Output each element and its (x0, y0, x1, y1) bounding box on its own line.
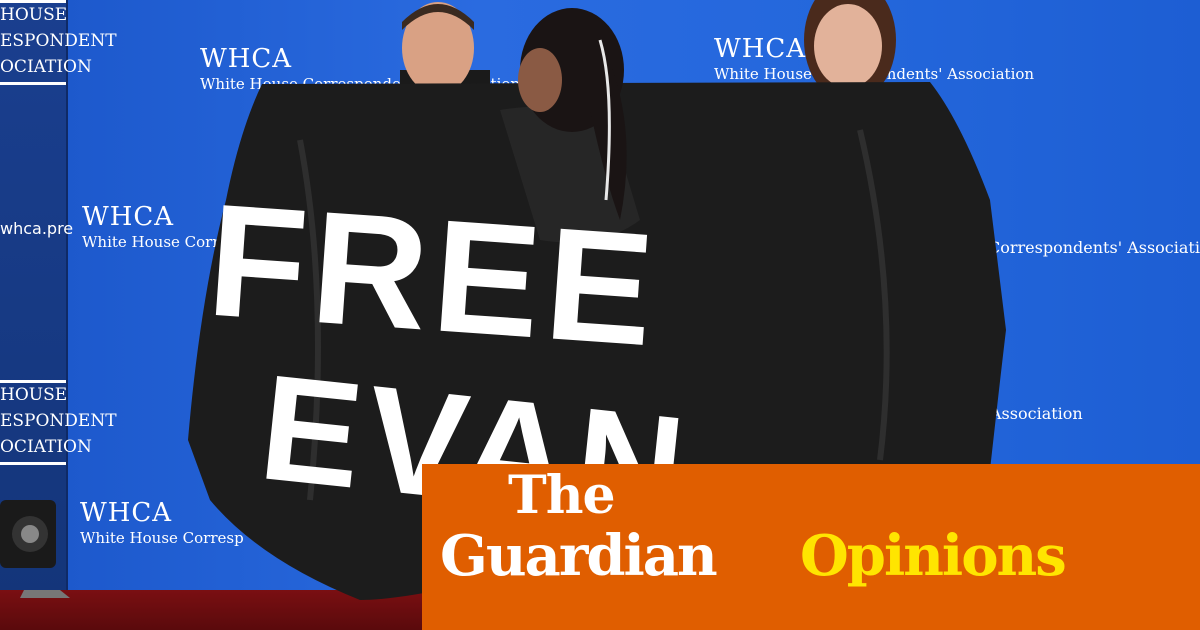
logo-subtitle: White House Corr (82, 233, 220, 251)
person-right (804, 0, 896, 102)
panel-text-line: ESPONDENT (0, 411, 117, 431)
panel-text-line: HOUSE (0, 5, 68, 25)
panel-text-line: OCIATION (0, 437, 92, 457)
logo-title: WHCA (80, 498, 173, 528)
banner-text-line1: FREE (203, 170, 665, 380)
panel-stripe (0, 462, 66, 465)
panel-text-line: ESPONDENT (0, 31, 117, 51)
person-center (518, 8, 627, 220)
panel-text-line: OCIATION (0, 57, 92, 77)
backdrop-fragment: Correspondents' Association (988, 238, 1200, 257)
panel-stripe (0, 0, 66, 3)
section-label: Opinions (800, 523, 1067, 589)
logo-title: WHCA (714, 34, 807, 64)
logo-title: WHCA (200, 44, 293, 74)
whca-logo: WHCA White House Corr (82, 202, 220, 252)
whca-logo: WHCA White House Corresp (80, 498, 244, 548)
panel-stripe (0, 82, 66, 85)
panel-url: whca.pre (0, 219, 74, 238)
guardian-logo-wordmark: Guardian (440, 523, 718, 589)
guardian-logo-the: The (508, 465, 616, 526)
logo-subtitle: White House Corresp (80, 529, 244, 547)
panel-text-line: HOUSE (0, 385, 68, 405)
panel-stripe (0, 380, 66, 383)
logo-title: WHCA (82, 202, 175, 232)
backdrop-fragment: Association (990, 404, 1083, 423)
guardian-overlay (422, 464, 1200, 630)
light-stand (0, 500, 70, 598)
